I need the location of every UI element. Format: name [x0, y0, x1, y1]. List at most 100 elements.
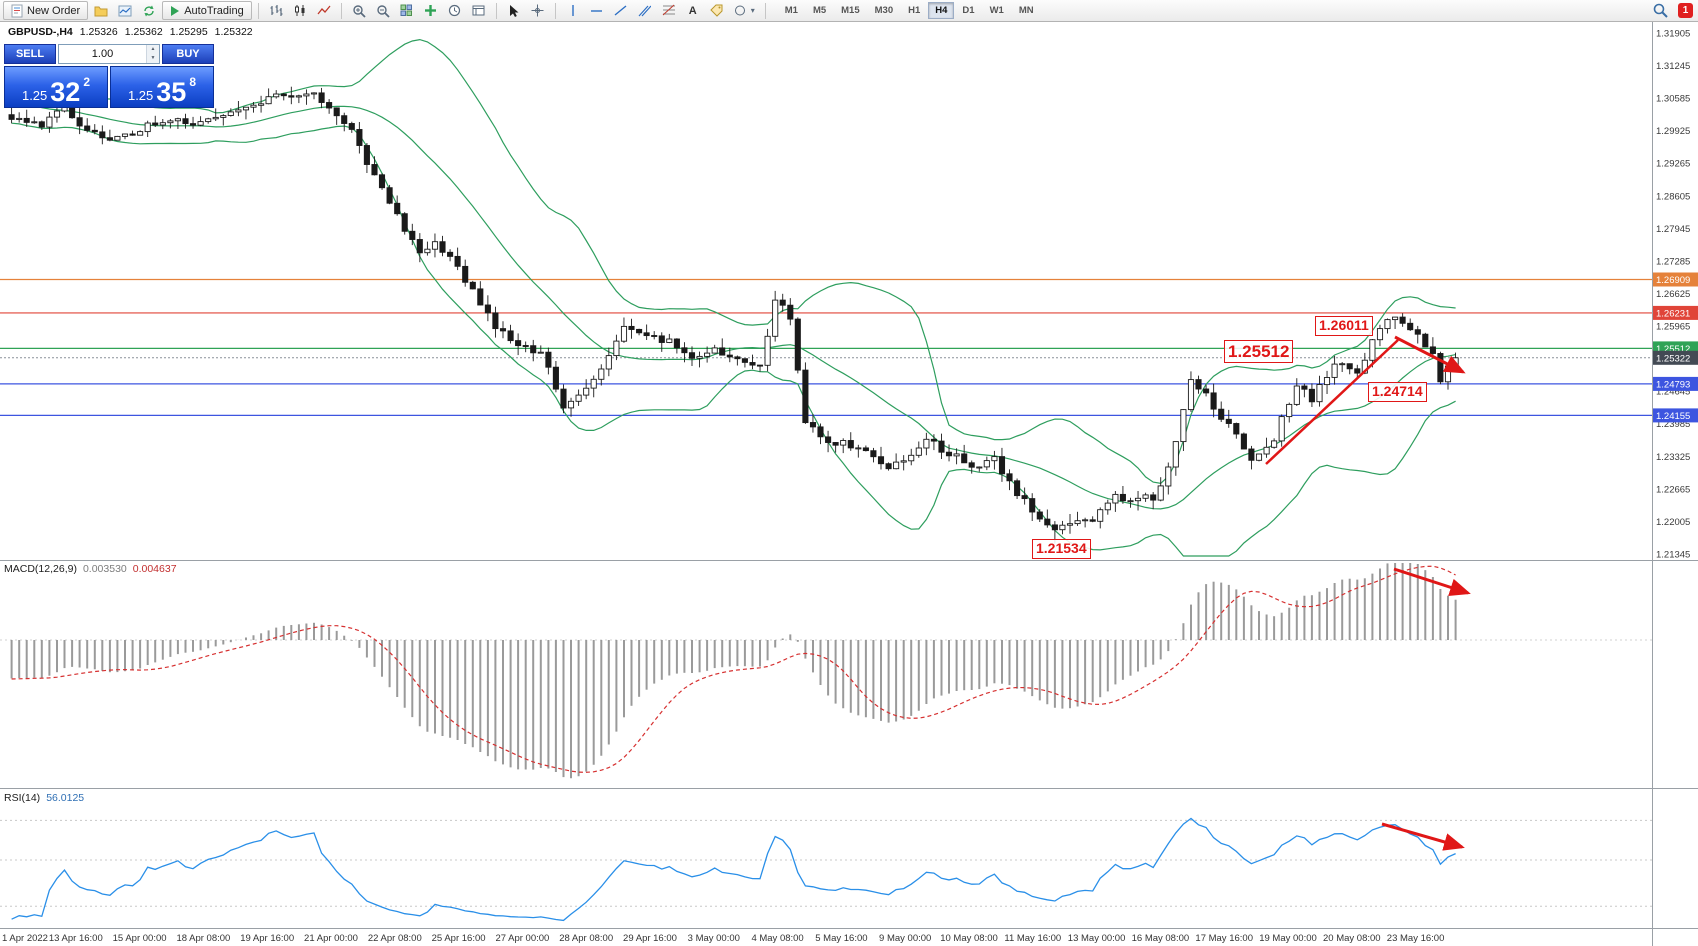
svg-text:1.22005: 1.22005 [1656, 517, 1690, 528]
vertical-line-icon [572, 5, 574, 16]
shapes-icon [734, 5, 745, 16]
cursor-button[interactable] [503, 1, 525, 20]
indicators-button[interactable] [420, 1, 442, 20]
search-button[interactable] [1649, 1, 1672, 20]
macd-signal-value: 0.004637 [132, 563, 177, 575]
svg-text:16 May 08:00: 16 May 08:00 [1132, 933, 1190, 944]
sell-price-prefix: 1.25 [21, 87, 48, 103]
rsi-name: RSI(14) [4, 792, 41, 804]
sell-price-big: 32 [50, 76, 81, 107]
timeframe-d1[interactable]: D1 [955, 2, 981, 19]
volume-value[interactable]: 1.00 [91, 48, 114, 60]
svg-text:1.30585: 1.30585 [1656, 94, 1690, 105]
symbol-label: GBPUSD-,H4 [8, 26, 73, 38]
fibonacci-icon [662, 4, 675, 16]
templates-button[interactable] [468, 1, 490, 20]
svg-text:19 May 00:00: 19 May 00:00 [1259, 933, 1317, 944]
charts-button[interactable] [114, 1, 136, 20]
trend-arrows-layer [1265, 335, 1471, 851]
svg-text:1.25512: 1.25512 [1656, 344, 1690, 355]
toolbar-separator [340, 2, 342, 19]
horizontal-line-icon [591, 9, 603, 12]
line-chart-button[interactable] [313, 1, 335, 20]
profiles-button[interactable] [90, 1, 112, 20]
crosshair-button[interactable] [527, 1, 549, 20]
open-value: 1.25326 [79, 26, 118, 38]
trendline-tool-button[interactable] [610, 1, 632, 20]
channel-tool-button[interactable] [634, 1, 656, 20]
channel-icon [638, 5, 652, 17]
bar-chart-button[interactable] [265, 1, 287, 20]
tile-windows-button[interactable] [396, 1, 418, 20]
trendline-icon [614, 5, 627, 16]
buy-button[interactable]: BUY [162, 44, 214, 64]
timeframe-toolbar: M1 M5 M15 M30 H1 H4 D1 W1 MN [778, 2, 1041, 19]
toolbar-separator [554, 2, 556, 19]
timeframe-h4[interactable]: H4 [928, 2, 955, 19]
volume-spinner: ▲ ▼ [146, 45, 159, 63]
volume-input[interactable]: 1.00 ▲ ▼ [58, 44, 160, 64]
timeframe-m15[interactable]: M15 [834, 2, 866, 19]
vertical-line-tool-button[interactable] [562, 1, 584, 20]
horizontal-line-tool-button[interactable] [586, 1, 608, 20]
macd-panel-layer: 0.0060280.00-0.011431 [0, 563, 1698, 792]
timeframe-h1[interactable]: H1 [901, 2, 927, 19]
main-toolbar: New Order AutoTrading [0, 0, 1698, 22]
one-click-trading-panel: SELL 1.00 ▲ ▼ BUY 1.25 32 2 1.25 35 8 [4, 44, 214, 108]
timeframe-w1[interactable]: W1 [983, 2, 1011, 19]
svg-text:1.27945: 1.27945 [1656, 224, 1690, 235]
candlestick-chart-button[interactable] [289, 1, 311, 20]
text-tool-button[interactable]: A [682, 1, 704, 20]
sell-button[interactable]: SELL [4, 44, 56, 64]
svg-text:1.22665: 1.22665 [1656, 484, 1690, 495]
new-order-button[interactable]: New Order [3, 1, 89, 20]
svg-text:1.31245: 1.31245 [1656, 61, 1690, 72]
timeframe-m5[interactable]: M5 [806, 2, 833, 19]
timeframe-mn[interactable]: MN [1012, 2, 1041, 19]
label-tool-button[interactable] [706, 1, 728, 20]
macd-main-value: 0.003530 [82, 563, 127, 575]
svg-text:1.23325: 1.23325 [1656, 452, 1690, 463]
zoom-in-icon [353, 4, 366, 18]
svg-text:19 Apr 16:00: 19 Apr 16:00 [240, 933, 294, 944]
low-value: 1.25295 [169, 26, 208, 38]
timeframe-m30[interactable]: M30 [868, 2, 900, 19]
refresh-button[interactable] [138, 1, 160, 20]
svg-text:13 Apr 16:00: 13 Apr 16:00 [49, 933, 103, 944]
rsi-label: RSI(14) 56.0125 [4, 792, 84, 804]
svg-text:28 Apr 08:00: 28 Apr 08:00 [559, 933, 613, 944]
svg-text:1.26625: 1.26625 [1656, 289, 1690, 300]
tile-windows-icon [400, 4, 413, 16]
svg-text:1.29925: 1.29925 [1656, 126, 1690, 137]
svg-text:27 Apr 00:00: 27 Apr 00:00 [495, 933, 549, 944]
add-indicator-icon [425, 5, 437, 16]
play-icon [171, 5, 180, 16]
svg-text:1.29265: 1.29265 [1656, 159, 1690, 170]
toolbar-right-group: 1 [1649, 1, 1695, 20]
fibonacci-tool-button[interactable] [658, 1, 680, 20]
cursor-icon [509, 4, 519, 17]
shapes-tool-button[interactable]: ▾ [730, 1, 759, 20]
svg-text:15 Apr 00:00: 15 Apr 00:00 [113, 933, 167, 944]
svg-text:10 May 08:00: 10 May 08:00 [940, 933, 998, 944]
period-button[interactable] [444, 1, 466, 20]
chart-ohlc-info: GBPUSD-,H4 1.25326 1.25362 1.25295 1.253… [8, 26, 253, 38]
volume-decrease-button[interactable]: ▼ [147, 54, 159, 63]
svg-text:1.26231: 1.26231 [1656, 308, 1690, 319]
timeframe-m1[interactable]: M1 [778, 2, 805, 19]
toolbar-separator [764, 2, 766, 19]
notification-badge[interactable]: 1 [1678, 3, 1693, 18]
zoom-in-button[interactable] [348, 1, 370, 20]
autotrading-button[interactable]: AutoTrading [162, 1, 252, 20]
volume-increase-button[interactable]: ▲ [147, 45, 159, 54]
svg-text:22 Apr 08:00: 22 Apr 08:00 [368, 933, 422, 944]
svg-text:9 May 00:00: 9 May 00:00 [879, 933, 931, 944]
buy-price-button[interactable]: 1.25 35 8 [110, 66, 214, 108]
macd-label: MACD(12,26,9) 0.003530 0.004637 [4, 563, 177, 575]
sell-price-button[interactable]: 1.25 32 2 [4, 66, 108, 108]
svg-text:21 Apr 00:00: 21 Apr 00:00 [304, 933, 358, 944]
zoom-out-button[interactable] [372, 1, 394, 20]
bollinger-bands-layer [11, 38, 1456, 557]
